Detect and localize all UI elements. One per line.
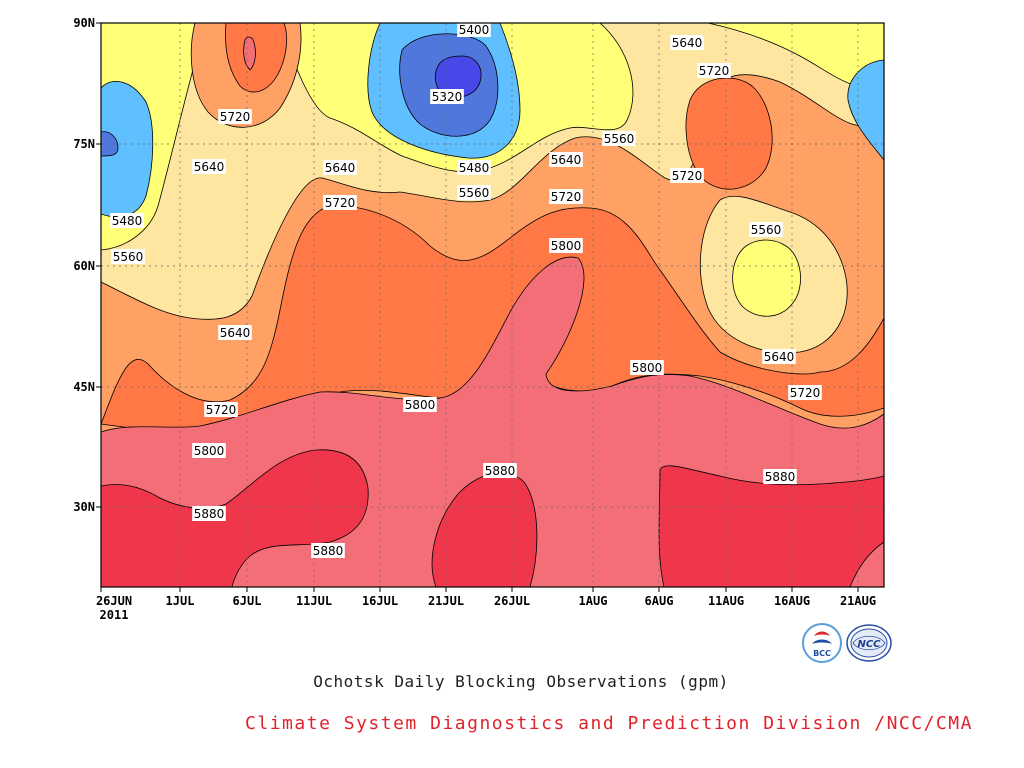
ncc-logo: NCC bbox=[846, 624, 892, 662]
contour-label-bg bbox=[457, 185, 491, 200]
contour-label-bg bbox=[670, 35, 704, 50]
contour-label: 5640 bbox=[551, 153, 582, 167]
contour-label: 5720 bbox=[790, 386, 821, 400]
contour-label: 5560 bbox=[604, 132, 635, 146]
fill-5720-5800-east bbox=[685, 77, 773, 190]
contour-label-bg bbox=[323, 160, 357, 175]
contour-label-bg bbox=[457, 160, 491, 175]
x-tick-label: 21AUG bbox=[840, 594, 876, 608]
contour-label: 5560 bbox=[751, 223, 782, 237]
bcc-logo: BCC bbox=[802, 623, 842, 663]
contour-label-bg bbox=[323, 195, 357, 210]
contour-label: 5720 bbox=[672, 169, 703, 183]
contour-label-bg bbox=[204, 402, 238, 417]
x-tick-label: 1JUL bbox=[166, 594, 195, 608]
contour-label-bg bbox=[549, 152, 583, 167]
y-tick-label: 45N bbox=[73, 380, 95, 394]
fill-5800-5880-north bbox=[243, 36, 256, 71]
contour-label: 5720 bbox=[206, 403, 237, 417]
x-tick-label: 26JUL bbox=[494, 594, 530, 608]
fill-5320-5400-west bbox=[101, 131, 119, 157]
contour-label-bg bbox=[430, 89, 464, 104]
chart-title: Ochotsk Daily Blocking Observations (gpm… bbox=[313, 672, 729, 691]
contour-label: 5880 bbox=[485, 464, 516, 478]
contour-label-bg bbox=[457, 22, 491, 37]
y-tick-label: 60N bbox=[73, 259, 95, 273]
contour-label: 5720 bbox=[325, 196, 356, 210]
fill-5400-5480-east bbox=[847, 59, 884, 161]
x-tick-label: 26JUN bbox=[96, 594, 132, 608]
contour-label-bg bbox=[192, 443, 226, 458]
contour-label-bg bbox=[218, 109, 252, 124]
x-tick-label: 1AUG bbox=[579, 594, 608, 608]
contour-label-bg bbox=[403, 397, 437, 412]
contour-label-bg bbox=[111, 249, 145, 264]
x-tick-label: 16AUG bbox=[774, 594, 810, 608]
plot-border bbox=[100, 22, 885, 588]
contour-fills bbox=[101, 23, 884, 587]
contour-label: 5640 bbox=[220, 326, 251, 340]
contour-labels: 5320 5400 5480 5480 5560 5560 5560 5560 5640 5640… bbox=[110, 22, 822, 558]
contour-label-bg bbox=[697, 63, 731, 78]
fill-gt5880-west bbox=[101, 449, 369, 587]
x-axis: 26JUN 1JUL 6JUL 11JUL 16JUL 21JUL 26JUL 1AUG 6AU… bbox=[96, 587, 876, 622]
fill-5720-5800-north bbox=[225, 23, 288, 93]
contour-label-bg bbox=[549, 189, 583, 204]
credit-line: Climate System Diagnostics and Predictio… bbox=[245, 713, 973, 734]
contour-label: 5480 bbox=[112, 214, 143, 228]
contour-label-bg bbox=[670, 168, 704, 183]
contour-label-bg bbox=[763, 469, 797, 484]
contour-label-bg bbox=[549, 238, 583, 253]
contour-label-bg bbox=[602, 131, 636, 146]
contour-label-bg bbox=[110, 213, 144, 228]
y-tick-label: 30N bbox=[73, 500, 95, 514]
contour-label-bg bbox=[311, 543, 345, 558]
contour-label: 5640 bbox=[764, 350, 795, 364]
contour-label-bg bbox=[192, 159, 226, 174]
x-year-label: 2011 bbox=[100, 608, 129, 622]
contour-label-bg bbox=[788, 385, 822, 400]
contour-label: 5640 bbox=[194, 160, 225, 174]
contour-label: 5800 bbox=[194, 444, 225, 458]
contour-label: 5800 bbox=[405, 398, 436, 412]
x-tick-label: 11AUG bbox=[708, 594, 744, 608]
y-tick-label: 75N bbox=[73, 137, 95, 151]
ncc-logo-text: NCC bbox=[857, 639, 881, 650]
contour-label: 5560 bbox=[459, 186, 490, 200]
contour-label-bg bbox=[192, 506, 226, 521]
contour-label: 5720 bbox=[551, 190, 582, 204]
contour-label-bg bbox=[218, 325, 252, 340]
grid-lines bbox=[101, 23, 884, 587]
contour-label: 5800 bbox=[551, 239, 582, 253]
contour-label: 5320 bbox=[432, 90, 463, 104]
contour-label-bg bbox=[749, 222, 783, 237]
contour-label: 5880 bbox=[313, 544, 344, 558]
y-axis: 90N 75N 60N 45N 30N bbox=[73, 16, 101, 514]
fill-5480-5560-east bbox=[732, 239, 801, 317]
contour-label: 5640 bbox=[325, 161, 356, 175]
contour-label: 5800 bbox=[632, 361, 663, 375]
bcc-logo-text: BCC bbox=[813, 649, 831, 658]
contour-label: 5640 bbox=[672, 36, 703, 50]
x-tick-label: 6AUG bbox=[645, 594, 674, 608]
contour-label: 5480 bbox=[459, 161, 490, 175]
x-tick-label: 6JUL bbox=[233, 594, 262, 608]
contour-label: 5720 bbox=[220, 110, 251, 124]
x-tick-label: 21JUL bbox=[428, 594, 464, 608]
y-tick-label: 90N bbox=[73, 16, 95, 30]
contour-label: 5880 bbox=[765, 470, 796, 484]
contour-label: 5400 bbox=[459, 23, 490, 37]
contour-label: 5880 bbox=[194, 507, 225, 521]
x-tick-label: 16JUL bbox=[362, 594, 398, 608]
x-tick-label: 11JUL bbox=[296, 594, 332, 608]
contour-label: 5720 bbox=[699, 64, 730, 78]
fill-5560-5640 bbox=[101, 23, 884, 320]
contour-label-bg bbox=[762, 349, 796, 364]
contour-label-bg bbox=[630, 360, 664, 375]
contour-label-bg bbox=[483, 463, 517, 478]
contour-label: 5560 bbox=[113, 250, 144, 264]
